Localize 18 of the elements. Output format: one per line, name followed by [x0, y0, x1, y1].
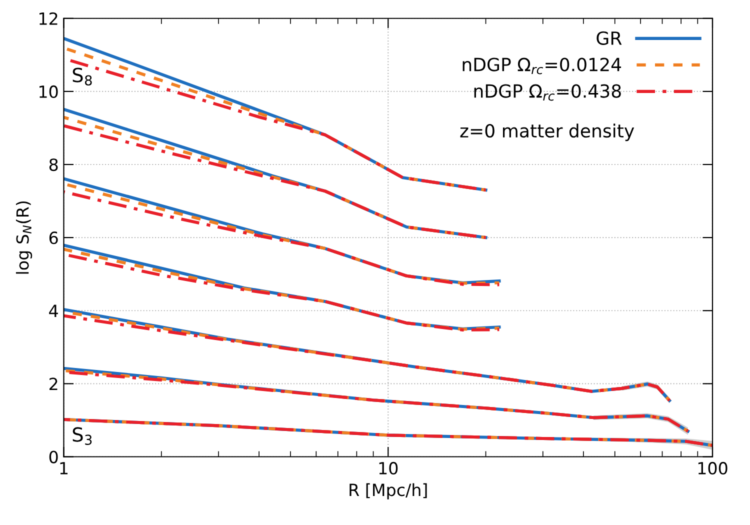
- x-tick-label: 100: [698, 462, 728, 475]
- legend-label: nDGP Ω$_{rc}$=0.438: [474, 84, 621, 101]
- y-tick-label: 2: [50, 378, 58, 390]
- x-tick-label: 10: [379, 462, 398, 475]
- y-tick-label: 0: [49, 450, 58, 464]
- y-tick-label: 6: [49, 232, 58, 244]
- y-tick-label: 8: [49, 158, 58, 172]
- y-axis-title: log S$_{N}$(R): [16, 201, 32, 274]
- annotation: S$_{8}$: [72, 68, 92, 86]
- y-tick-label: 4: [49, 304, 58, 317]
- x-tick-label: 1: [60, 462, 68, 474]
- annotation: S$_{3}$: [72, 427, 92, 445]
- y-tick-label: 12: [40, 12, 58, 25]
- y-tick-label: 10: [40, 85, 58, 98]
- legend-label: nDGP Ω$_{rc}$=0.0124: [462, 58, 622, 74]
- x-axis-title: R [Mpc/h]: [350, 483, 427, 500]
- annotation: z=0 matter density: [460, 124, 634, 142]
- legend-label: GR: [596, 31, 622, 45]
